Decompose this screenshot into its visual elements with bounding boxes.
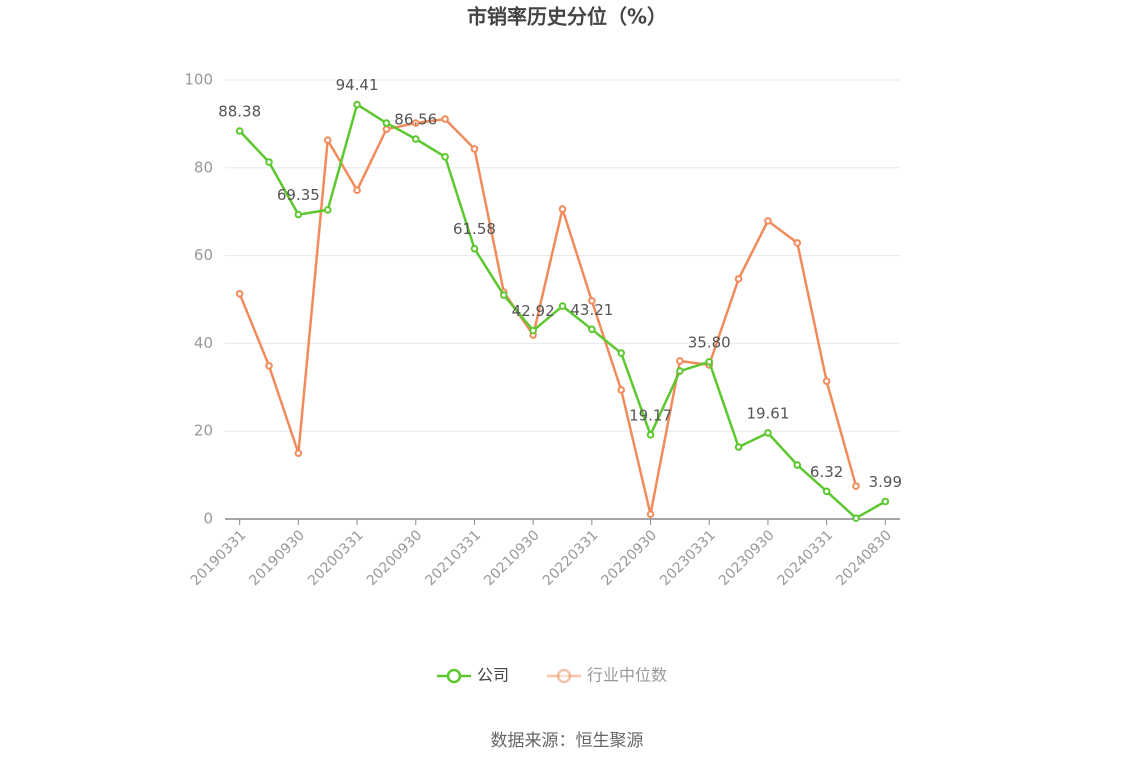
- data-label: 6.32: [810, 463, 843, 481]
- data-label: 19.17: [629, 406, 672, 424]
- data-label: 35.80: [688, 333, 731, 351]
- data-point: [676, 357, 684, 365]
- data-point: [822, 487, 831, 496]
- data-label: 3.99: [869, 473, 902, 491]
- data-point: [441, 115, 449, 123]
- x-tick-label: 20230331: [657, 527, 719, 589]
- legend-label: 行业中位数: [587, 666, 667, 685]
- y-tick-label: 0: [203, 510, 213, 528]
- y-tick-label: 40: [194, 334, 213, 352]
- data-point: [529, 326, 537, 335]
- data-point: [764, 217, 772, 225]
- data-point: [382, 125, 391, 133]
- data-point: [353, 100, 361, 109]
- data-point: [705, 358, 714, 366]
- y-tick-label: 100: [184, 71, 213, 89]
- y-tick-label: 80: [194, 158, 213, 176]
- data-point: [822, 377, 831, 385]
- x-tick-label: 20240331: [775, 527, 837, 589]
- legend-marker: [446, 668, 462, 684]
- data-point: [411, 119, 420, 127]
- data-label: 94.41: [336, 76, 379, 94]
- series-line: [238, 102, 886, 520]
- data-point: [852, 514, 860, 522]
- data-label: 19.61: [746, 404, 789, 422]
- data-point: [265, 158, 273, 166]
- data-point: [353, 186, 361, 194]
- x-tick-label: 20200930: [364, 527, 426, 589]
- data-point: [617, 386, 625, 394]
- data-label: 86.56: [394, 111, 437, 129]
- x-tick-label: 20210331: [422, 527, 484, 589]
- x-tick-label: 20220331: [540, 527, 602, 589]
- legend-label: 公司: [477, 666, 509, 685]
- series-line: [238, 117, 858, 515]
- x-tick-label: 20190930: [246, 527, 308, 589]
- data-point: [646, 510, 655, 518]
- x-tick-label: 20210930: [481, 527, 543, 589]
- data-point: [558, 302, 567, 310]
- data-point: [646, 431, 655, 439]
- x-tick-label: 20230930: [716, 527, 778, 589]
- data-point: [441, 153, 449, 161]
- y-tick-label: 60: [194, 246, 213, 264]
- data-point: [323, 136, 332, 144]
- data-point: [793, 239, 802, 247]
- data-point: [411, 135, 420, 143]
- data-point: [323, 206, 332, 214]
- data-point: [764, 429, 772, 437]
- data-point: [617, 349, 625, 357]
- data-point: [235, 289, 244, 298]
- data-point: [588, 325, 596, 334]
- data-label: 61.58: [453, 220, 496, 238]
- data-point: [294, 210, 303, 219]
- data-point: [588, 297, 596, 305]
- x-tick-label: 20190331: [188, 527, 250, 589]
- data-point: [558, 205, 567, 213]
- data-point: [734, 443, 743, 451]
- source-note: 数据来源：恒生聚源: [491, 731, 644, 751]
- legend-marker: [556, 668, 572, 684]
- data-point: [470, 145, 479, 153]
- x-tick-label: 20200331: [305, 527, 367, 589]
- data-point: [294, 449, 303, 457]
- data-label: 88.38: [218, 103, 261, 121]
- data-point: [734, 275, 743, 283]
- x-tick-label: 20220930: [598, 527, 660, 589]
- y-tick-label: 20: [194, 422, 213, 440]
- data-point: [500, 291, 508, 299]
- data-label: 43.21: [570, 301, 613, 319]
- data-label: 69.35: [277, 186, 320, 204]
- data-point: [793, 461, 802, 469]
- data-point: [470, 244, 479, 253]
- data-point: [235, 127, 244, 135]
- data-point: [382, 119, 391, 127]
- chart-title: 市销率历史分位（%）: [467, 5, 667, 29]
- data-point: [852, 482, 860, 490]
- data-point: [265, 361, 273, 370]
- data-point: [881, 497, 890, 506]
- x-tick-label: 20240830: [833, 527, 895, 589]
- data-point: [676, 367, 684, 375]
- data-label: 42.92: [512, 302, 555, 320]
